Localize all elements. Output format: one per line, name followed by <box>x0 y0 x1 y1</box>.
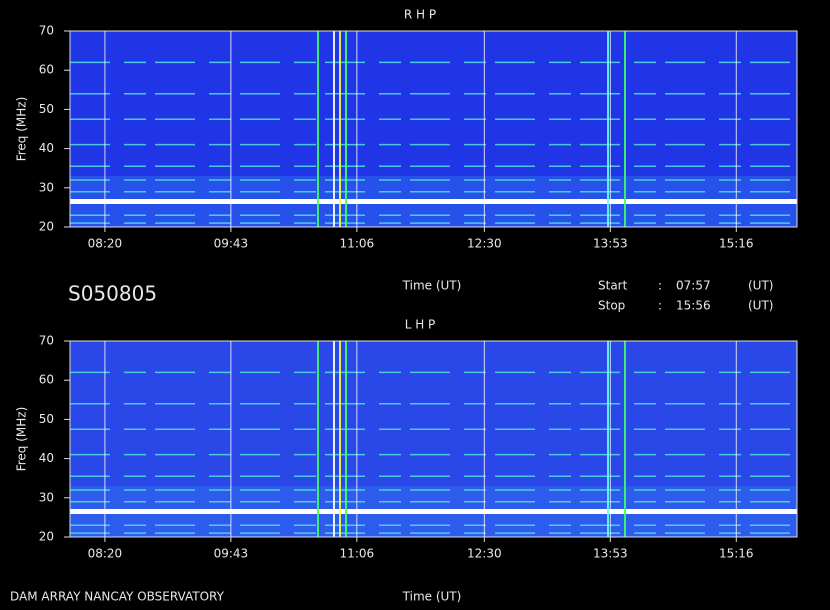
station-id: S050805 <box>68 282 157 306</box>
x-tick-label: 09:43 <box>214 237 249 251</box>
y-tick-label: 20 <box>39 220 54 234</box>
start-time: 07:57 <box>676 279 711 293</box>
x-axis-label: Time (UT) <box>402 279 462 293</box>
x-tick-label: 15:16 <box>719 237 754 251</box>
y-tick-label: 40 <box>39 451 54 465</box>
x-tick-label: 12:30 <box>467 237 502 251</box>
x-tick-label: 09:43 <box>214 547 249 561</box>
stop-time: 15:56 <box>676 299 711 313</box>
x-tick-label: 15:16 <box>719 547 754 561</box>
separator: : <box>658 299 662 313</box>
y-tick-label: 30 <box>39 490 54 504</box>
x-axis-label: Time (UT) <box>402 590 462 604</box>
panel-title: L H P <box>405 318 436 332</box>
unit: (UT) <box>748 299 773 313</box>
y-tick-label: 70 <box>39 334 54 348</box>
y-tick-label: 30 <box>39 180 54 194</box>
x-tick-label: 08:20 <box>88 237 123 251</box>
x-tick-label: 08:20 <box>88 547 123 561</box>
stop-label: Stop <box>598 299 625 313</box>
x-tick-label: 11:06 <box>340 237 375 251</box>
y-axis-label: Freq (MHz) <box>15 97 29 162</box>
y-tick-label: 50 <box>39 102 54 116</box>
y-axis-label: Freq (MHz) <box>15 407 29 472</box>
x-tick-label: 13:53 <box>593 237 628 251</box>
footer: DAM ARRAY NANCAY OBSERVATORY <box>10 590 225 604</box>
y-tick-label: 70 <box>39 24 54 38</box>
x-tick-label: 11:06 <box>340 547 375 561</box>
start-label: Start <box>598 279 628 293</box>
y-tick-label: 50 <box>39 412 54 426</box>
x-tick-label: 12:30 <box>467 547 502 561</box>
x-tick-label: 13:53 <box>593 547 628 561</box>
separator: : <box>658 279 662 293</box>
panel-title: R H P <box>404 8 436 22</box>
y-tick-label: 60 <box>39 63 54 77</box>
frame <box>69 340 798 538</box>
y-tick-label: 20 <box>39 530 54 544</box>
y-tick-label: 40 <box>39 141 54 155</box>
unit: (UT) <box>748 279 773 293</box>
y-tick-label: 60 <box>39 373 54 387</box>
frame <box>69 30 798 228</box>
